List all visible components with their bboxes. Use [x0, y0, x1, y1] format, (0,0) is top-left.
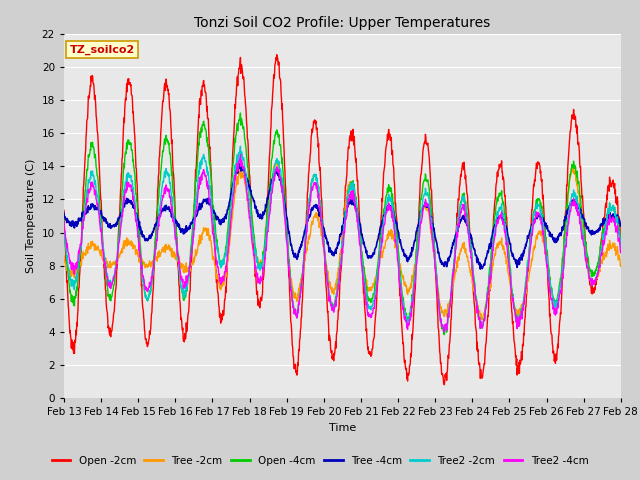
- Open -4cm: [440, 332, 448, 337]
- Tree -4cm: [429, 224, 437, 229]
- Tree -2cm: [617, 264, 625, 269]
- Y-axis label: Soil Temperature (C): Soil Temperature (C): [26, 159, 36, 273]
- Tree2 -2cm: [429, 236, 437, 241]
- Tree2 -4cm: [617, 250, 625, 256]
- Open -2cm: [502, 216, 510, 222]
- Tree2 -2cm: [170, 219, 178, 225]
- Tree2 -2cm: [617, 244, 625, 250]
- Tree -4cm: [477, 266, 484, 272]
- Open -2cm: [440, 382, 448, 387]
- Open -2cm: [429, 221, 437, 227]
- Tree2 -4cm: [552, 312, 559, 318]
- Tree -4cm: [246, 188, 254, 194]
- Tree2 -2cm: [60, 223, 68, 229]
- X-axis label: Time: Time: [329, 423, 356, 433]
- Tree2 -2cm: [440, 329, 448, 335]
- Open -4cm: [502, 227, 510, 233]
- Open -4cm: [237, 110, 244, 116]
- Open -4cm: [170, 201, 178, 206]
- Tree -2cm: [184, 265, 191, 271]
- Tree -2cm: [60, 253, 68, 259]
- Tree -2cm: [429, 244, 437, 250]
- Open -4cm: [246, 197, 254, 203]
- Open -2cm: [170, 187, 178, 192]
- Line: Open -4cm: Open -4cm: [64, 113, 621, 335]
- Tree -2cm: [273, 158, 281, 164]
- Tree2 -4cm: [502, 242, 510, 248]
- Tree -4cm: [617, 223, 625, 228]
- Line: Tree2 -2cm: Tree2 -2cm: [64, 146, 621, 332]
- Tree -4cm: [552, 240, 559, 245]
- Open -4cm: [552, 304, 559, 310]
- Open -2cm: [184, 314, 191, 320]
- Open -2cm: [60, 207, 68, 213]
- Line: Tree -2cm: Tree -2cm: [64, 161, 621, 321]
- Tree -4cm: [184, 225, 191, 231]
- Tree2 -4cm: [246, 224, 254, 230]
- Tree2 -4cm: [237, 152, 244, 157]
- Tree -2cm: [502, 254, 509, 260]
- Tree2 -2cm: [502, 236, 510, 241]
- Open -2cm: [617, 237, 625, 242]
- Tree -2cm: [552, 305, 559, 311]
- Tree -4cm: [60, 210, 68, 216]
- Tree -2cm: [170, 252, 178, 257]
- Tree2 -4cm: [440, 329, 448, 335]
- Tree -4cm: [237, 160, 244, 166]
- Tree2 -4cm: [170, 224, 178, 229]
- Title: Tonzi Soil CO2 Profile: Upper Temperatures: Tonzi Soil CO2 Profile: Upper Temperatur…: [195, 16, 490, 30]
- Line: Tree -4cm: Tree -4cm: [64, 163, 621, 269]
- Tree2 -4cm: [184, 273, 191, 279]
- Open -4cm: [60, 217, 68, 223]
- Line: Open -2cm: Open -2cm: [64, 55, 621, 384]
- Open -4cm: [184, 277, 191, 283]
- Tree -2cm: [246, 212, 254, 218]
- Open -4cm: [429, 229, 437, 235]
- Tree2 -4cm: [429, 243, 437, 249]
- Tree2 -2cm: [552, 305, 559, 311]
- Tree -2cm: [513, 318, 521, 324]
- Open -2cm: [273, 52, 281, 58]
- Tree -4cm: [170, 216, 178, 221]
- Open -4cm: [617, 240, 625, 246]
- Text: TZ_soilco2: TZ_soilco2: [70, 45, 135, 55]
- Tree2 -4cm: [60, 219, 68, 225]
- Tree -4cm: [502, 228, 510, 233]
- Tree2 -2cm: [184, 277, 191, 283]
- Line: Tree2 -4cm: Tree2 -4cm: [64, 155, 621, 332]
- Open -2cm: [246, 180, 254, 186]
- Tree2 -2cm: [246, 211, 254, 217]
- Tree2 -2cm: [237, 144, 244, 149]
- Legend: Open -2cm, Tree -2cm, Open -4cm, Tree -4cm, Tree2 -2cm, Tree2 -4cm: Open -2cm, Tree -2cm, Open -4cm, Tree -4…: [47, 452, 593, 470]
- Open -2cm: [552, 360, 559, 366]
